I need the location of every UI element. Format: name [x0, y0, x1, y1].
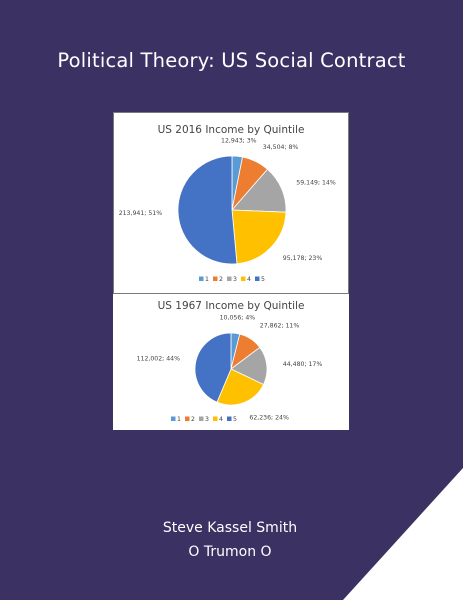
- data-label: 27,862; 11%: [260, 323, 300, 330]
- chart-title: US 1967 Income by Quintile: [157, 300, 305, 312]
- legend-entry: 2: [191, 416, 195, 423]
- legend-swatch: [199, 416, 204, 421]
- data-label: 34,504; 8%: [263, 144, 299, 151]
- data-label: 10,056; 4%: [220, 314, 256, 321]
- legend-swatch: [199, 276, 204, 281]
- legend-swatch: [213, 276, 218, 281]
- book-title: Political Theory: US Social Contract: [57, 49, 406, 72]
- data-label: 44,480; 17%: [283, 361, 323, 368]
- legend-entry: 3: [233, 276, 237, 283]
- data-label: 59,149; 14%: [296, 179, 336, 186]
- legend-entry: 4: [219, 416, 223, 423]
- legend-swatch: [227, 276, 232, 281]
- publisher-name: O Trumon O: [188, 544, 272, 560]
- chart-panel-2016: US 2016 Income by Quintile 12,943; 3% 34,…: [113, 112, 349, 294]
- data-label: 112,002; 44%: [137, 356, 181, 363]
- legend-entry: 4: [247, 276, 251, 283]
- legend-swatch: [185, 416, 190, 421]
- pie-slice: [177, 155, 238, 265]
- legend-swatch: [241, 276, 246, 281]
- legend-entry: 5: [261, 276, 265, 283]
- chart-title: US 2016 Income by Quintile: [157, 124, 305, 136]
- author-name: Steve Kassel Smith: [162, 520, 298, 536]
- pie-chart-1967: 10,056; 4% 27,862; 11% 44,480; 17% 62,236; …: [137, 314, 323, 423]
- legend-entry: 1: [177, 416, 181, 423]
- data-label: 95,178; 23%: [283, 255, 323, 262]
- legend-entry: 3: [205, 416, 209, 423]
- pie-slice: [216, 368, 265, 406]
- legend-swatch: [255, 276, 260, 281]
- legend-entry: 5: [233, 416, 237, 423]
- legend-swatch: [227, 416, 232, 421]
- legend-swatch: [213, 416, 218, 421]
- legend-entry: 1: [205, 276, 209, 283]
- legend-entry: 2: [219, 276, 223, 283]
- data-label: 62,236; 24%: [249, 415, 289, 422]
- pie-slice: [194, 332, 232, 403]
- legend-swatch: [171, 416, 176, 421]
- chart-figure: US 2016 Income by Quintile 12,943; 3% 34,…: [113, 112, 349, 430]
- data-label: 213,941; 51%: [119, 210, 163, 217]
- chart-panel-1967: US 1967 Income by Quintile 10,056; 4% 27,…: [113, 295, 349, 430]
- pie-slice: [231, 209, 287, 265]
- corner-triangle: [343, 468, 463, 600]
- pie-chart-2016: 12,943; 3% 34,504; 8% 59,149; 14% 95,178; 2…: [119, 137, 336, 283]
- data-label: 12,943; 3%: [221, 137, 257, 144]
